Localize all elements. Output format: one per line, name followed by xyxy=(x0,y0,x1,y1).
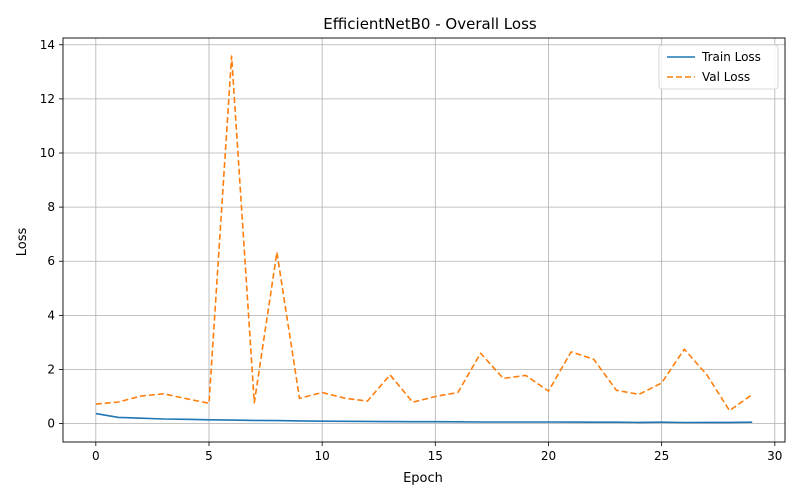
y-axis: 0 2 4 6 8 10 12 14 xyxy=(40,38,63,431)
x-axis: 0 5 10 15 20 25 30 xyxy=(92,442,782,463)
y-tick-label: 2 xyxy=(47,362,55,376)
x-tick-label: 10 xyxy=(315,449,330,463)
series-line-train-loss xyxy=(95,412,753,424)
y-axis-label: Loss xyxy=(15,228,30,257)
x-tick-label: 25 xyxy=(654,449,669,463)
y-tick-label: 6 xyxy=(47,254,55,268)
y-tick-label: 14 xyxy=(40,38,55,52)
plot-frame xyxy=(62,37,786,443)
legend: Train Loss Val Loss xyxy=(658,44,779,90)
x-tick-label: 30 xyxy=(767,449,782,463)
x-axis-label: Epoch xyxy=(403,471,443,486)
x-tick-label: 0 xyxy=(92,449,100,463)
x-tick-label: 5 xyxy=(205,449,213,463)
x-tick-label: 20 xyxy=(541,449,556,463)
legend-label: Val Loss xyxy=(702,70,750,84)
series-line-val-loss xyxy=(95,55,753,412)
y-tick-label: 10 xyxy=(40,146,55,160)
legend-label: Train Loss xyxy=(701,50,761,64)
series-layer xyxy=(95,55,753,424)
y-tick-label: 8 xyxy=(47,200,55,214)
y-tick-label: 0 xyxy=(47,417,55,431)
legend-box xyxy=(658,44,779,90)
y-tick-label: 12 xyxy=(40,92,55,106)
chart-title: EfficientNetB0 - Overall Loss xyxy=(323,15,537,33)
y-tick-label: 4 xyxy=(47,308,55,322)
grid xyxy=(63,38,785,442)
x-tick-label: 15 xyxy=(428,449,443,463)
